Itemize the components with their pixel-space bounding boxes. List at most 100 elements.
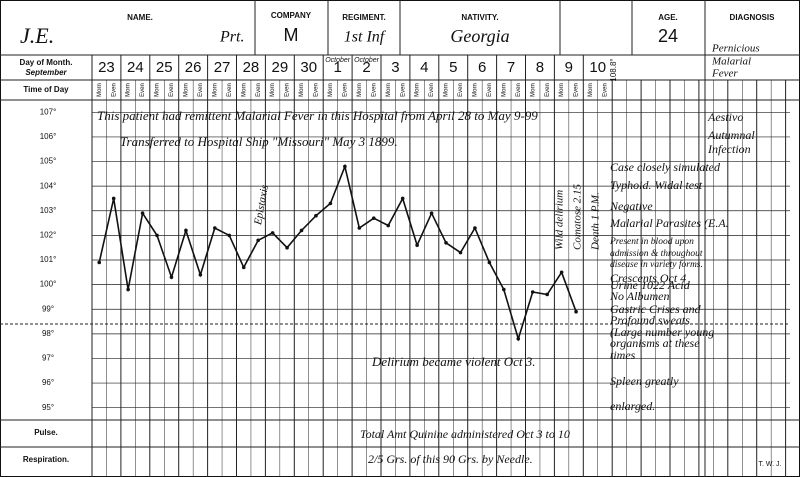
time-label: Even bbox=[458, 83, 464, 97]
temperature-point bbox=[184, 228, 188, 233]
rank: Prt. bbox=[219, 29, 244, 46]
month-label: October bbox=[354, 57, 380, 64]
y-tick-label: 103° bbox=[40, 206, 57, 215]
time-label: Even bbox=[285, 83, 291, 97]
time-label: Morn bbox=[588, 83, 594, 97]
time-label: Even bbox=[574, 83, 580, 97]
annotation: Autumnal bbox=[707, 128, 755, 142]
temperature-point bbox=[559, 270, 564, 275]
day-label: 5 bbox=[449, 59, 457, 76]
name: J.E. bbox=[20, 23, 54, 48]
day-label: 29 bbox=[272, 59, 289, 76]
temperature-point bbox=[241, 265, 246, 270]
month-label: October bbox=[325, 57, 351, 64]
temperature-point bbox=[97, 260, 102, 265]
nativity: Georgia bbox=[450, 26, 509, 46]
time-label: Morn bbox=[328, 83, 334, 97]
annotation: Negative bbox=[609, 199, 653, 213]
temperature-point bbox=[545, 292, 549, 297]
temperature-point bbox=[415, 243, 419, 248]
y-tick-label: 97° bbox=[42, 354, 54, 363]
y-tick-label: 102° bbox=[40, 230, 57, 239]
time-label: Morn bbox=[299, 83, 305, 97]
annotation: Case closely simulated bbox=[610, 160, 721, 174]
time-label: Even bbox=[227, 83, 233, 97]
temperature-point bbox=[530, 290, 535, 294]
time-row-label: Time of Day bbox=[23, 85, 69, 94]
day-row-label: Day of Month. bbox=[20, 58, 73, 67]
annotation: Crescents Oct 4 bbox=[610, 271, 686, 285]
annotation: Typhoid. Widal test bbox=[610, 178, 703, 192]
temperature-point bbox=[357, 226, 362, 230]
annotation: Delirium became violent Oct 3. bbox=[371, 354, 536, 369]
time-label: Morn bbox=[386, 83, 392, 97]
time-label: Even bbox=[487, 83, 493, 97]
annotation: enlarged. bbox=[610, 399, 655, 413]
day-label: 27 bbox=[214, 59, 231, 76]
day-label: 3 bbox=[391, 59, 399, 76]
y-tick-label: 101° bbox=[40, 255, 57, 264]
annotation: disease in variety forms. bbox=[610, 259, 703, 270]
annotation: Malarial Parasites (E.A. bbox=[609, 216, 729, 230]
time-label: Morn bbox=[155, 83, 161, 97]
day-label: 7 bbox=[507, 59, 515, 76]
temperature-point bbox=[458, 250, 463, 255]
temperature-point bbox=[574, 309, 578, 314]
pulse-label: Pulse. bbox=[34, 428, 58, 437]
temperature-point bbox=[227, 233, 232, 238]
annotation: organisms at these bbox=[610, 336, 700, 350]
temperature-point bbox=[371, 216, 376, 220]
company-label: COMPANY bbox=[271, 11, 312, 20]
temperature-point bbox=[400, 196, 405, 201]
regiment-label: REGIMENT. bbox=[342, 13, 386, 22]
y-tick-label: 104° bbox=[40, 181, 57, 190]
day-label: 26 bbox=[185, 59, 202, 76]
annotation: Epistaxis bbox=[252, 184, 271, 227]
time-label: Morn bbox=[357, 83, 363, 97]
regiment: 1st Inf bbox=[344, 29, 387, 46]
time-label: Morn bbox=[444, 83, 450, 97]
temperature-point bbox=[155, 233, 159, 238]
diagnosis-label: DIAGNOSIS bbox=[730, 13, 776, 22]
diagnosis: Fever bbox=[711, 68, 738, 80]
time-label: Even bbox=[342, 83, 348, 97]
temperature-point bbox=[285, 245, 289, 250]
temperature-point bbox=[502, 287, 506, 292]
time-label: Even bbox=[314, 83, 320, 97]
temperature-point bbox=[473, 226, 477, 230]
day-label: 25 bbox=[156, 59, 173, 76]
time-label: Morn bbox=[501, 83, 507, 97]
month-label: September bbox=[25, 68, 67, 77]
day-label: 24 bbox=[127, 59, 144, 76]
time-label: Even bbox=[198, 83, 204, 97]
day-label: 28 bbox=[243, 59, 260, 76]
time-label: Morn bbox=[97, 83, 103, 97]
annotation: Wild delirium bbox=[554, 190, 566, 250]
time-label: Morn bbox=[270, 83, 276, 97]
time-label: Even bbox=[400, 83, 406, 97]
time-label: Morn bbox=[241, 83, 247, 97]
time-label: Morn bbox=[212, 83, 218, 97]
time-label: Morn bbox=[559, 83, 565, 97]
y-tick-label: 106° bbox=[40, 132, 57, 141]
annotation: Present in blood upon bbox=[609, 237, 694, 247]
time-label: Even bbox=[256, 83, 262, 97]
temperature-point bbox=[343, 164, 347, 169]
y-tick-label: 95° bbox=[42, 403, 54, 412]
y-tick-label: 99° bbox=[42, 304, 54, 313]
signature: T. W. J. bbox=[759, 461, 782, 468]
time-label: Even bbox=[371, 83, 377, 97]
company: M bbox=[284, 25, 299, 45]
time-label: Morn bbox=[473, 83, 479, 97]
annotation: Infection bbox=[707, 142, 751, 156]
time-label: Even bbox=[429, 83, 435, 97]
temperature-point bbox=[487, 260, 492, 265]
y-tick-label: 98° bbox=[42, 329, 54, 338]
time-label: Even bbox=[111, 83, 117, 97]
y-tick-label: 107° bbox=[40, 107, 57, 116]
annotation: No Albumen bbox=[609, 289, 669, 303]
time-label: Even bbox=[140, 83, 146, 97]
day-label: 4 bbox=[420, 59, 428, 76]
temperature-point bbox=[386, 223, 391, 228]
